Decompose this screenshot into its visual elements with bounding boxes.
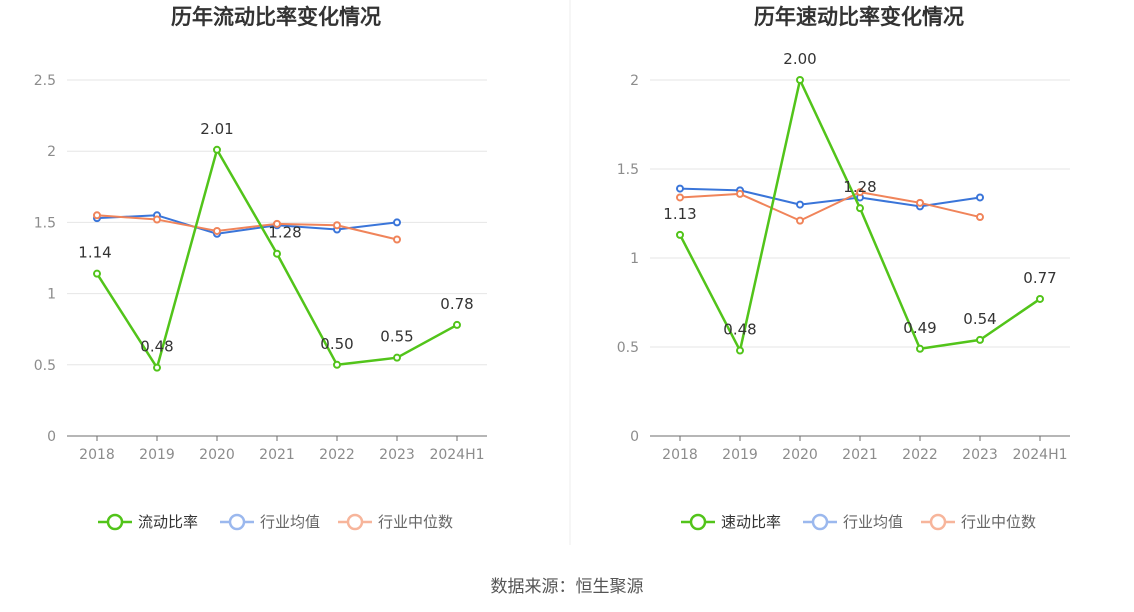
data-point[interactable]	[393, 235, 401, 244]
data-point[interactable]	[976, 335, 984, 344]
data-label: 0.48	[140, 338, 173, 356]
y-tick-label: 2	[47, 144, 56, 160]
data-point[interactable]	[856, 204, 864, 213]
legend-label: 速动比率	[721, 513, 781, 531]
y-tick-label: 0	[630, 429, 639, 445]
data-label: 1.28	[268, 224, 301, 242]
data-point[interactable]	[736, 346, 744, 355]
data-point[interactable]	[1036, 294, 1044, 303]
series-line	[679, 187, 981, 208]
data-point[interactable]	[153, 215, 161, 224]
x-tick-label: 2023	[962, 447, 998, 463]
data-point[interactable]	[333, 221, 341, 230]
data-point[interactable]	[736, 189, 744, 198]
x-tick-label: 2019	[139, 447, 175, 463]
data-point[interactable]	[796, 76, 804, 84]
legend-marker	[929, 513, 947, 531]
y-tick-label: 1	[630, 251, 639, 267]
x-tick-label: 2018	[79, 447, 115, 463]
data-point[interactable]	[153, 363, 161, 372]
y-tick-label: 0	[47, 429, 56, 445]
data-label: 0.54	[963, 310, 996, 328]
data-label: 0.48	[723, 321, 756, 339]
y-tick-label: 1.5	[617, 162, 639, 178]
data-label: 2.00	[783, 50, 816, 68]
data-point[interactable]	[676, 193, 684, 202]
data-point[interactable]	[796, 216, 804, 225]
current-ratio-chart: 历年流动比率变化情况 0 0.5 1 1.5 2 2.5 2018 2019 2020 2021 20…	[34, 5, 487, 531]
x-tick-label: 2022	[902, 447, 938, 463]
x-tick-label: 2020	[199, 447, 235, 463]
data-point[interactable]	[676, 184, 684, 193]
x-tick-label: 2024H1	[1012, 447, 1067, 463]
data-label: 1.13	[663, 205, 696, 223]
data-point[interactable]	[916, 198, 924, 207]
y-tick-label: 0.5	[617, 340, 639, 356]
data-point[interactable]	[856, 188, 864, 197]
data-label: 1.14	[78, 244, 111, 262]
legend-label: 行业均值	[260, 513, 320, 531]
y-tick-label: 1.5	[34, 215, 56, 231]
legend-item[interactable]: 行业中位数	[338, 513, 453, 531]
x-tick-label: 2020	[782, 447, 818, 463]
data-point[interactable]	[93, 269, 101, 278]
data-label: 0.49	[903, 319, 936, 337]
legend-label: 流动比率	[138, 513, 198, 531]
data-point[interactable]	[393, 218, 401, 227]
data-point[interactable]	[916, 344, 924, 353]
data-label: 0.77	[1023, 269, 1056, 287]
data-point[interactable]	[976, 213, 984, 222]
chart-title: 历年流动比率变化情况	[171, 5, 381, 29]
data-point[interactable]	[976, 193, 984, 202]
x-tick-label: 2022	[319, 447, 355, 463]
x-tick-label: 2018	[662, 447, 698, 463]
data-point[interactable]	[273, 249, 281, 258]
data-point[interactable]	[213, 145, 221, 154]
series-line	[679, 191, 981, 222]
data-point[interactable]	[453, 320, 461, 329]
source-label: 数据来源：恒生聚源	[491, 577, 644, 597]
data-point[interactable]	[213, 226, 221, 235]
y-tick-label: 1	[47, 287, 56, 303]
x-tick-label: 2023	[379, 447, 415, 463]
legend-marker	[106, 513, 124, 531]
legend-item[interactable]: 流动比率	[98, 513, 198, 531]
legend-item[interactable]: 行业均值	[803, 513, 903, 531]
legend-marker	[811, 513, 829, 531]
legend-item[interactable]: 速动比率	[681, 513, 781, 531]
quick-ratio-chart: 历年速动比率变化情况 0 0.5 1 1.5 2 2018 2019 2020 2021 2022 2…	[617, 5, 1070, 531]
legend-marker	[228, 513, 246, 531]
y-tick-label: 0.5	[34, 358, 56, 374]
chart-title: 历年速动比率变化情况	[754, 5, 964, 29]
y-tick-label: 2	[630, 73, 639, 89]
data-point[interactable]	[676, 230, 684, 239]
x-tick-label: 2024H1	[429, 447, 484, 463]
data-label: 1.28	[843, 178, 876, 196]
data-label: 0.78	[440, 295, 473, 313]
legend-item[interactable]: 行业均值	[220, 513, 320, 531]
legend-item[interactable]: 行业中位数	[921, 513, 1036, 531]
data-label: 0.55	[380, 328, 413, 346]
series-line	[96, 214, 398, 241]
data-point[interactable]	[796, 200, 804, 209]
data-point[interactable]	[273, 219, 281, 228]
data-label: 2.01	[200, 120, 233, 138]
legend-marker	[689, 513, 707, 531]
legend-label: 行业中位数	[961, 513, 1036, 531]
legend-marker	[346, 513, 364, 531]
data-point[interactable]	[333, 360, 341, 369]
data-point[interactable]	[393, 353, 401, 362]
legend-label: 行业中位数	[378, 513, 453, 531]
x-tick-label: 2021	[842, 447, 878, 463]
x-tick-label: 2019	[722, 447, 758, 463]
x-tick-label: 2021	[259, 447, 295, 463]
data-label: 0.50	[320, 335, 353, 353]
legend-label: 行业均值	[843, 513, 903, 531]
y-tick-label: 2.5	[34, 73, 56, 89]
data-point[interactable]	[93, 211, 101, 220]
